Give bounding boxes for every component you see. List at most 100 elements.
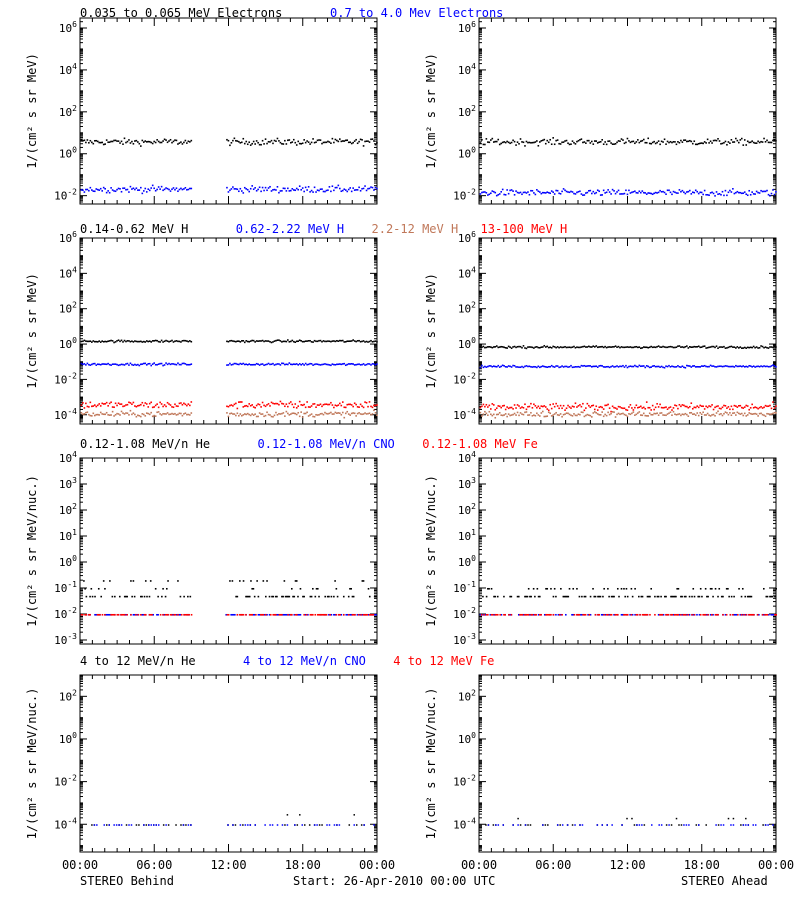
data-point: [240, 363, 243, 365]
data-point: [84, 587, 86, 590]
data-point: [229, 189, 231, 192]
data-point: [352, 595, 355, 598]
data-point: [270, 341, 273, 344]
data-point: [235, 402, 237, 405]
data-point: [507, 407, 510, 410]
y-tick-label: 10-2: [453, 188, 476, 203]
data-point: [116, 412, 118, 415]
data-point: [132, 143, 135, 145]
data-point: [590, 346, 593, 348]
data-point: [350, 142, 353, 145]
data-point: [80, 189, 83, 191]
data-point: [275, 411, 277, 414]
data-point: [572, 613, 575, 616]
data-point: [583, 364, 586, 367]
data-point: [537, 595, 540, 598]
data-point: [624, 613, 627, 616]
data-point: [519, 824, 522, 826]
data-point: [607, 140, 609, 143]
data-point: [342, 613, 345, 616]
data-point: [565, 595, 567, 598]
data-point: [605, 613, 608, 616]
data-point: [182, 824, 185, 826]
data-point: [105, 613, 107, 616]
data-point: [754, 346, 756, 349]
data-point: [509, 414, 511, 417]
data-point: [275, 339, 277, 342]
data-point: [177, 190, 179, 193]
data-point: [261, 363, 264, 365]
data-point: [349, 187, 352, 189]
data-point: [599, 140, 602, 143]
data-point: [154, 404, 157, 407]
data-point: [117, 413, 120, 415]
data-point: [736, 411, 739, 414]
data-point: [647, 406, 650, 409]
data-point: [93, 139, 96, 142]
data-point: [123, 613, 126, 616]
data-point: [544, 406, 547, 408]
data-point: [485, 192, 488, 194]
data-point: [229, 340, 231, 342]
data-point: [766, 346, 768, 349]
series-title-label: 0.12-1.08 MeV Fe: [422, 437, 538, 451]
data-point: [524, 347, 526, 349]
data-point: [659, 613, 661, 616]
data-point: [683, 404, 685, 407]
data-point: [99, 405, 102, 407]
data-point: [699, 404, 701, 407]
data-point: [307, 613, 309, 616]
data-point: [337, 412, 340, 414]
data-point: [766, 139, 768, 142]
data-point: [588, 414, 590, 416]
data-point: [190, 139, 193, 142]
data-point: [272, 416, 274, 418]
data-point: [638, 411, 641, 413]
y-tick-label: 104: [458, 62, 476, 77]
data-point: [306, 401, 308, 403]
data-point: [242, 340, 245, 342]
data-point: [581, 613, 583, 616]
data-point: [580, 138, 583, 140]
data-point: [266, 142, 268, 145]
data-point: [770, 613, 773, 616]
data-point: [312, 587, 314, 590]
data-point: [260, 190, 262, 193]
data-point: [720, 365, 722, 368]
data-point: [481, 415, 483, 417]
data-point: [119, 414, 121, 416]
data-point: [101, 190, 104, 192]
data-point: [626, 366, 629, 369]
data-point: [102, 340, 105, 343]
data-point: [186, 142, 188, 144]
data-point: [240, 613, 242, 616]
data-point: [334, 138, 337, 141]
data-point: [111, 406, 114, 408]
data-point: [536, 140, 538, 142]
data-point: [620, 193, 623, 195]
data-point: [727, 141, 730, 143]
data-point: [742, 414, 745, 417]
data-point: [737, 613, 739, 616]
data-point: [340, 190, 343, 193]
data-point: [307, 186, 310, 188]
data-point: [769, 346, 771, 348]
data-point: [319, 364, 322, 366]
data-point: [245, 140, 248, 143]
data-point: [336, 186, 338, 189]
data-point: [725, 613, 728, 616]
data-point: [512, 824, 514, 826]
data-point: [260, 613, 262, 616]
data-point: [187, 613, 189, 616]
data-point: [681, 595, 683, 598]
data-point: [129, 142, 132, 144]
data-point: [746, 414, 749, 416]
data-point: [635, 404, 638, 407]
data-point: [174, 340, 176, 343]
data-point: [712, 595, 714, 598]
data-point: [314, 613, 317, 616]
data-point: [584, 595, 587, 598]
data-point: [82, 413, 84, 416]
data-point: [229, 404, 231, 407]
data-point: [227, 139, 230, 142]
